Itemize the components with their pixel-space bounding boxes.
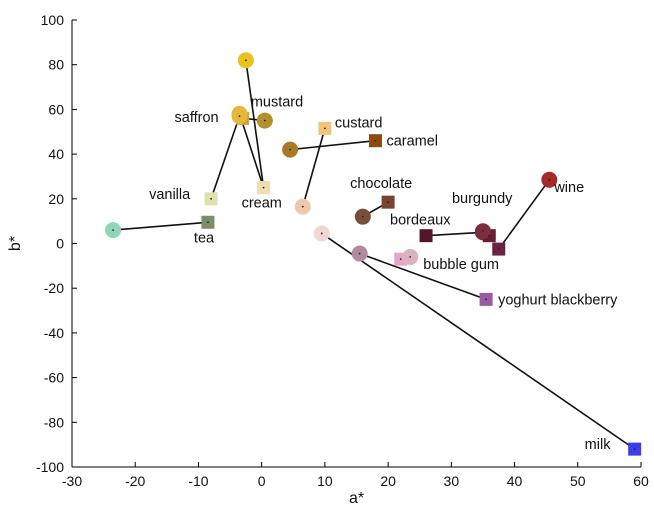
square-center-dot [387,201,390,204]
square-center-dot [210,197,212,200]
point-labels: mustard saffron cream vanilla tea custardcara… [149,95,618,454]
point-label-milk: milk [585,437,612,453]
y-tick-label: -100 [36,459,64,475]
square-center-dot [323,127,326,130]
connector-bordeaux [425,231,483,237]
point-label-burgundy: burgundy [452,191,513,207]
circle-center-dot [361,215,364,218]
y-tick-label: -20 [44,280,64,296]
connector-tea [113,221,208,231]
point-label-bordeaux: bordeaux [390,213,451,229]
x-axis-label: a* [349,490,364,507]
y-tick-label: -60 [44,370,64,386]
x-tick-label: 0 [258,473,266,489]
connector-milk [321,232,636,450]
circle-center-dot [320,232,323,235]
point-label-cream: cream [242,196,282,212]
circle-center-dot [289,148,292,151]
square-center-dot [399,258,402,261]
axes: -30 -20 -10 0 10 20 30 40 50 60 -100-80-60-40-200… [7,12,649,507]
x-tick-label: -10 [188,473,208,489]
x-tick-label: 10 [317,473,333,489]
y-tick-label: 40 [48,146,64,162]
x-tick-label: -30 [62,473,82,489]
x-tick-label: 60 [633,473,649,489]
circle-center-dot [358,252,361,255]
y-tick-label: 100 [41,12,65,28]
data-markers [105,52,642,456]
square-center-dot [425,234,427,237]
square-center-dot [374,139,377,142]
square-center-dot [262,186,265,189]
x-ticks: -30 -20 -10 0 10 20 30 40 50 60 [62,462,649,489]
square-center-dot [488,234,491,237]
x-tick-label: -20 [125,473,145,489]
x-tick-label: 50 [570,473,586,489]
y-ticks: -100 -80 -60 -40 -20 0 20 40 60 80 100 [36,12,77,475]
y-axis-label: b* [7,236,24,251]
point-label-vanilla: vanilla [149,187,191,203]
circle-center-dot [244,59,247,62]
plot-area: mustard saffron cream vanilla tea custardcara… [105,52,642,456]
y-tick-label: 60 [48,101,64,117]
point-label-wine: wine [553,180,584,196]
point-label-custard: custard [335,115,383,131]
connector-saffron [238,113,265,188]
connector-custard [301,128,326,207]
circle-center-dot [112,229,114,231]
y-tick-label: 80 [48,57,64,73]
point-label-yoghurt-blackberry: yoghurt blackberry [498,292,618,308]
circle-center-dot [482,230,484,233]
connector-wine [498,179,550,250]
y-tick-label: -80 [44,414,64,430]
x-tick-label: 20 [380,473,396,489]
square-center-dot [207,221,209,224]
circle-center-dot [238,115,241,118]
square-center-dot [485,298,488,301]
y-tick-label: 0 [56,236,64,252]
square-center-dot [497,248,500,250]
point-label-saffron: saffron [175,110,219,126]
y-tick-label: -40 [44,325,64,341]
square-center-dot [633,448,636,451]
point-label-mustard: mustard [251,95,303,111]
point-label-bubble-gum: bubble gum [423,257,499,273]
connector-cream [245,60,265,188]
point-label-caramel: caramel [386,134,438,150]
circle-center-dot [263,119,266,122]
connector-yoghurt-blackberry [359,252,487,301]
connector-caramel [290,139,376,151]
circle-center-dot [301,205,304,208]
circle-center-dot [409,256,412,258]
connector-vanilla [210,115,241,200]
point-label-chocolate: chocolate [350,176,412,192]
x-tick-label: 30 [444,473,460,489]
circle-center-dot [548,178,551,181]
x-tick-label: 40 [507,473,523,489]
point-label-tea: tea [194,230,215,246]
y-tick-label: 20 [48,191,64,207]
